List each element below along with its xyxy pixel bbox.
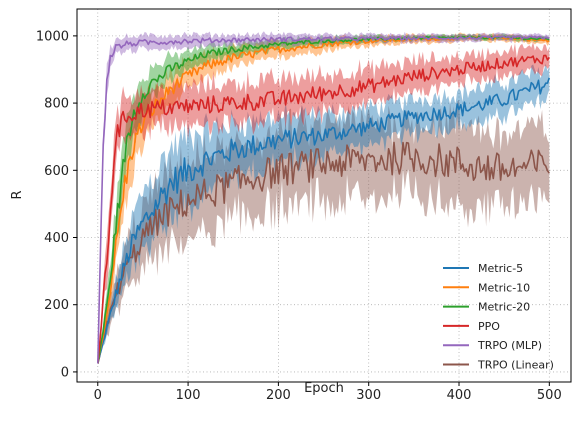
legend-entry: Metric-5	[478, 262, 523, 275]
plot-frame	[76, 8, 572, 383]
line-metric-5	[97, 77, 551, 364]
legend-entry: Metric-10	[478, 281, 530, 294]
x-tick-label: 200	[266, 388, 291, 403]
legend: Metric-5 Metric-10 Metric-20 PPO TRPO (MLP) T…	[443, 262, 554, 372]
y-tick-label: 0	[61, 365, 69, 380]
x-tick-label: 500	[537, 388, 562, 403]
axis-ticks: 0 100 200 300 400 500 0 200 400 600 800 1000	[36, 29, 562, 403]
line-trpo-mlp-	[97, 35, 550, 364]
x-tick-label: 0	[94, 388, 102, 403]
y-tick-label: 800	[44, 97, 69, 112]
legend-entry: TRPO (Linear)	[477, 359, 554, 372]
x-tick-label: 300	[356, 388, 381, 403]
y-tick-label: 600	[44, 164, 69, 179]
series-lines	[97, 35, 551, 364]
line-trpo-linear-	[97, 141, 550, 364]
legend-entry: Metric-20	[478, 301, 530, 314]
y-tick-label: 400	[44, 231, 69, 246]
legend-entry: TRPO (MLP)	[477, 339, 542, 352]
x-tick-label: 100	[176, 388, 201, 403]
line-ppo	[97, 54, 550, 364]
band-ppo	[97, 41, 550, 364]
x-axis-label: Epoch	[304, 381, 344, 396]
y-axis-label: R	[10, 190, 25, 199]
band-metric-5	[97, 63, 550, 364]
legend-entry: PPO	[478, 320, 500, 333]
y-tick-label: 1000	[36, 29, 69, 44]
x-tick-label: 400	[447, 388, 472, 403]
y-tick-label: 200	[44, 298, 69, 313]
